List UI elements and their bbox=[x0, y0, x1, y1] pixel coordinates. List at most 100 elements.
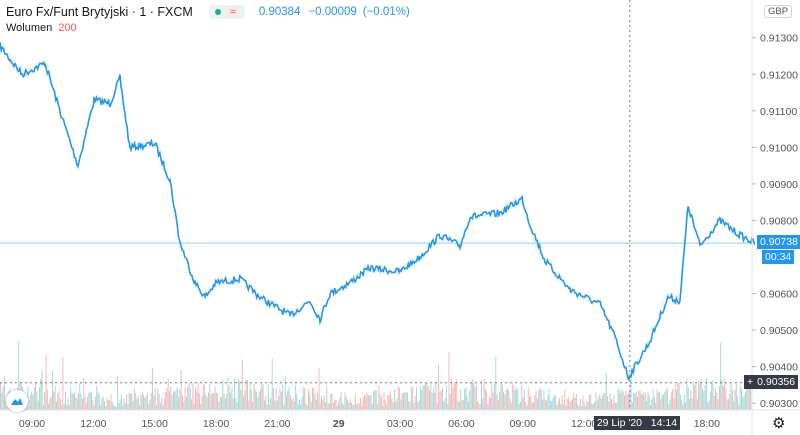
volume-bar bbox=[280, 391, 282, 410]
tradingview-logo-icon[interactable] bbox=[6, 390, 28, 412]
price-axis[interactable]: 0.91300 0.91200 0.91100 0.91000 0.90900 0.908… bbox=[752, 33, 798, 411]
volume-bar bbox=[276, 400, 278, 410]
volume-bar bbox=[458, 402, 460, 410]
volume-bar bbox=[665, 388, 667, 410]
volume-bar bbox=[432, 388, 434, 410]
volume-bar bbox=[59, 399, 61, 410]
volume-bar bbox=[325, 402, 326, 410]
volume-bar bbox=[39, 387, 40, 410]
volume-bar bbox=[609, 393, 611, 410]
volume-bar bbox=[340, 391, 342, 410]
price-tick-label: 0.90300 bbox=[760, 398, 798, 410]
volume-bar bbox=[507, 387, 508, 410]
volume-bar bbox=[183, 401, 185, 410]
volume-bar bbox=[167, 378, 169, 410]
volume-bar bbox=[702, 388, 703, 410]
volume-bar bbox=[258, 391, 260, 410]
volume-bar bbox=[622, 391, 624, 410]
volume-bar bbox=[356, 404, 358, 410]
volume-bar bbox=[391, 398, 393, 410]
approx-icon: ≈ bbox=[226, 6, 239, 18]
volume-bar bbox=[275, 388, 277, 410]
volume-bar bbox=[438, 364, 440, 410]
time-tick-label: 18:00 bbox=[203, 418, 229, 430]
volume-bar bbox=[361, 406, 363, 410]
volume-bar bbox=[209, 384, 211, 410]
volume-bar bbox=[106, 397, 108, 410]
volume-bar bbox=[230, 392, 232, 410]
volume-bar bbox=[92, 400, 94, 410]
volume-bar bbox=[210, 394, 212, 410]
volume-bar bbox=[644, 393, 646, 410]
volume-bar bbox=[62, 357, 64, 410]
volume-bar bbox=[369, 395, 371, 410]
volume-bar bbox=[58, 390, 60, 410]
volume-bar bbox=[202, 383, 204, 410]
volume-legend[interactable]: Wolumen 200 bbox=[6, 22, 77, 34]
volume-bar bbox=[162, 405, 164, 410]
volume-bar bbox=[674, 384, 676, 410]
volume-bar bbox=[483, 379, 485, 410]
volume-bar bbox=[600, 398, 602, 410]
volume-bar bbox=[386, 404, 388, 410]
volume-bar bbox=[400, 399, 402, 410]
volume-bar bbox=[579, 398, 581, 410]
volume-bar bbox=[717, 399, 719, 410]
currency-label[interactable]: GBP bbox=[764, 5, 793, 18]
volume-bar bbox=[729, 394, 731, 410]
volume-bar bbox=[514, 389, 516, 410]
volume-bar bbox=[31, 391, 33, 410]
volume-bar bbox=[497, 400, 499, 410]
volume-bar bbox=[533, 402, 534, 410]
volume-bar bbox=[575, 394, 577, 410]
time-tick-label: 12:00 bbox=[80, 418, 106, 430]
volume-bar bbox=[122, 406, 124, 410]
volume-bar bbox=[715, 388, 716, 410]
volume-bar bbox=[620, 392, 622, 410]
symbol-legend: Euro Fx/Funt Brytyjski · 1 · FXCM ≈ 0.90… bbox=[6, 5, 410, 19]
volume-bar bbox=[2, 386, 4, 410]
volume-bar bbox=[327, 403, 329, 410]
volume-bar bbox=[470, 382, 472, 410]
volume-bar bbox=[5, 399, 7, 410]
volume-bar bbox=[79, 384, 81, 410]
volume-bar bbox=[625, 390, 627, 410]
volume-bar bbox=[501, 384, 503, 410]
volume-bar bbox=[249, 383, 251, 410]
volume-bar bbox=[44, 392, 46, 410]
volume-bar bbox=[310, 402, 312, 410]
volume-bar bbox=[96, 385, 98, 410]
volume-bar bbox=[343, 404, 345, 410]
crosshair-price: 0.90356 bbox=[757, 375, 796, 388]
volume-bar bbox=[119, 399, 121, 410]
volume-bar bbox=[354, 394, 356, 410]
volume-bar bbox=[410, 386, 412, 410]
settings-gear-icon[interactable]: ⚙ bbox=[772, 415, 786, 432]
volume-bar bbox=[35, 382, 37, 410]
volume-bar bbox=[174, 391, 176, 410]
volume-bar bbox=[33, 387, 35, 410]
volume-bar bbox=[76, 398, 78, 410]
plus-icon[interactable]: + bbox=[747, 375, 754, 388]
volume-bar bbox=[353, 403, 355, 410]
volume-bar bbox=[94, 396, 96, 410]
volume-bar bbox=[408, 401, 410, 410]
volume-bar bbox=[379, 394, 381, 410]
volume-bar bbox=[154, 387, 156, 410]
volume-bar bbox=[296, 394, 298, 410]
volume-bar bbox=[596, 400, 598, 410]
volume-bar bbox=[586, 401, 588, 410]
symbol-title[interactable]: Euro Fx/Funt Brytyjski · 1 · FXCM bbox=[6, 5, 193, 19]
volume-bar bbox=[211, 392, 213, 410]
volume-bar bbox=[473, 382, 475, 410]
volume-bar bbox=[422, 386, 424, 410]
time-axis[interactable]: 09:00 12:00 15:00 18:00 21:00 29 03:00 06:00 09:… bbox=[19, 418, 720, 430]
volume-bar bbox=[425, 383, 427, 410]
volume-bar bbox=[734, 389, 736, 410]
volume-bar bbox=[748, 385, 750, 410]
volume-bar bbox=[534, 394, 536, 410]
volume-bar bbox=[679, 394, 681, 410]
volume-bar bbox=[302, 386, 304, 410]
volume-bar bbox=[223, 393, 225, 410]
